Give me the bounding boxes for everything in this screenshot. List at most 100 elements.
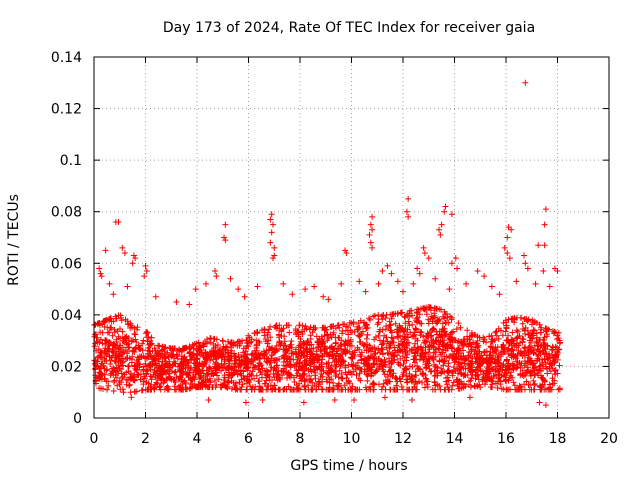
data-point [506,255,513,262]
y-axis-label: ROTI / TECUs [6,194,22,286]
data-point [351,396,358,403]
y-tick-label: 0.08 [51,205,82,221]
data-point [394,278,401,285]
data-point [367,221,374,228]
data-point [504,234,511,241]
data-point [268,211,275,218]
y-axis-ticks: 0 0.02 0.04 0.06 0.08 0.1 0.12 0.14 [51,50,609,427]
data-point [481,273,488,280]
data-point [542,206,549,213]
grid-lines [94,57,609,418]
data-point [403,208,410,215]
x-tick-label: 4 [193,431,202,447]
data-point [524,265,531,272]
data-point [454,265,461,272]
data-point [212,268,219,275]
data-point [369,226,376,233]
data-point [496,291,503,298]
data-point [124,283,131,290]
data-point [259,396,266,403]
data-point [551,265,558,272]
data-point [554,268,561,275]
data-point [381,394,388,401]
data-point [106,280,113,287]
y-tick-label: 0.02 [51,359,82,375]
data-point [375,280,382,287]
data-point [448,260,455,267]
data-point [186,301,193,308]
data-point [416,270,423,277]
data-point [267,239,274,246]
data-point [222,221,229,228]
data-point [227,275,234,282]
data-point [513,278,520,285]
data-point [405,213,412,220]
data-point [102,247,109,254]
data-point [222,237,229,244]
data-point [540,268,547,275]
data-point [436,226,443,233]
data-point [522,79,529,86]
data-point [267,216,274,223]
plot-frame [93,56,610,419]
data-point [541,221,548,228]
data-point [343,249,350,256]
data-points-band [91,304,564,396]
data-point [325,296,332,303]
data-point [522,260,529,267]
data-point [474,268,481,275]
data-point [254,283,261,290]
data-point [269,255,276,262]
data-point [379,268,386,275]
data-point [446,286,453,293]
data-point [452,255,459,262]
data-point [331,396,338,403]
data-point [463,280,470,287]
data-point [432,275,439,282]
x-tick-label: 18 [549,431,567,447]
data-point [369,244,376,251]
data-point [366,231,373,238]
data-point [121,249,128,256]
x-tick-label: 0 [90,431,99,447]
data-point [213,273,220,280]
data-point [420,244,427,251]
data-point [311,283,318,290]
y-tick-label: 0 [73,411,82,427]
data-point [414,265,421,272]
data-point [320,293,327,300]
data-point [141,273,148,280]
data-point [280,280,287,287]
data-point [388,270,395,277]
data-point [96,265,103,272]
data-point [110,291,117,298]
data-point [546,283,553,290]
data-point [98,273,105,280]
data-point [508,226,515,233]
data-point [203,280,210,287]
data-point [342,247,349,254]
data-point [269,221,276,228]
data-point [488,283,495,290]
data-point [115,219,122,226]
data-point [400,288,406,295]
data-point [129,260,136,267]
data-point [300,399,307,406]
data-point [119,244,126,251]
data-point [235,286,242,293]
data-point [271,244,278,251]
y-tick-label: 0.1 [60,153,82,169]
y-tick-label: 0.12 [51,102,82,118]
data-point [221,234,228,241]
data-point [128,394,135,401]
x-tick-label: 14 [446,431,464,447]
x-tick-label: 12 [394,431,412,447]
data-point [466,394,473,401]
data-point [410,280,417,287]
data-point [130,252,137,259]
data-point [425,255,432,262]
x-tick-label: 8 [296,431,305,447]
data-point [152,293,159,300]
data-point [289,291,296,298]
